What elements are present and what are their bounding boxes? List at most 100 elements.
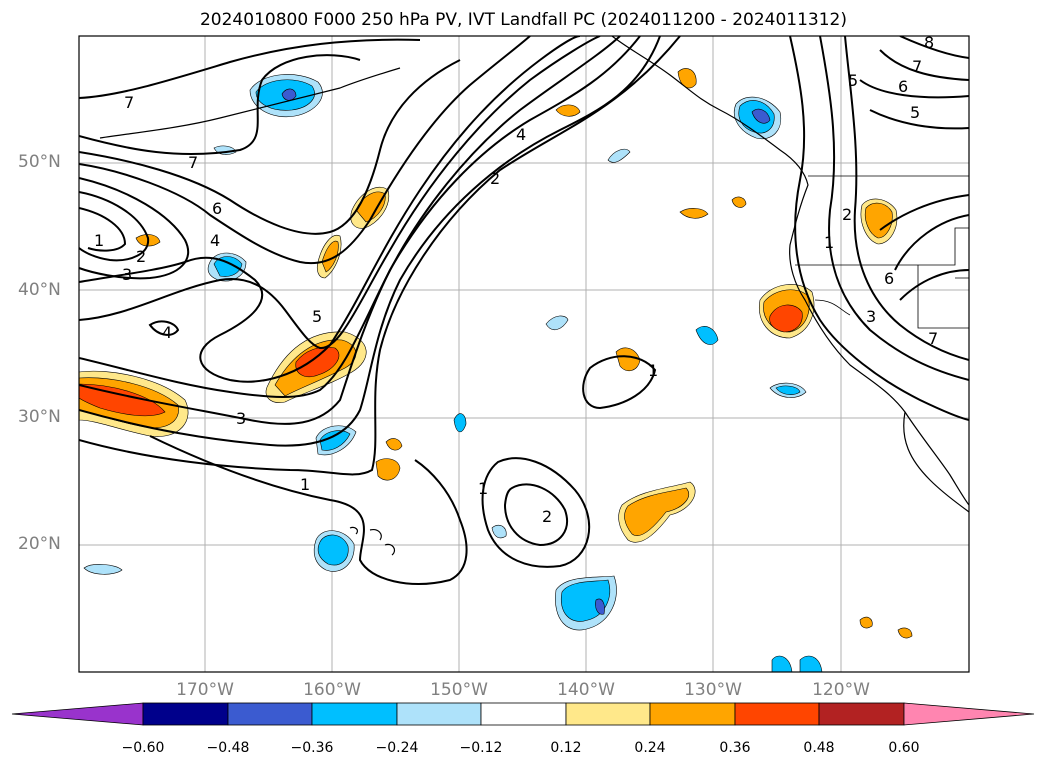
contour-line [79, 59, 461, 235]
contour-line [79, 36, 681, 476]
lat-label-40n: 40°N [18, 280, 61, 300]
contour-labels: 7 7 6 4 1 2 3 4 5 3 1 4 2 1 2 8 7 6 5 5 … [94, 33, 938, 526]
contour-label: 4 [210, 231, 220, 250]
anomaly-blob [375, 458, 401, 481]
baja-coast [903, 411, 969, 513]
anomaly-blob [295, 346, 340, 378]
contour-label: 7 [912, 57, 922, 76]
contour-line [879, 49, 969, 81]
contour-line [79, 191, 150, 262]
anomaly-blob [695, 326, 719, 345]
hawaii-islands [349, 526, 396, 556]
contour-line [879, 194, 969, 231]
colorbar-tick-label: 0.36 [719, 740, 751, 756]
contour-line [481, 457, 591, 568]
contour-label: 6 [884, 269, 894, 288]
contour-label: 1 [478, 479, 488, 498]
contour-line [79, 54, 361, 156]
plot-area [79, 36, 969, 672]
contour-label: 7 [188, 153, 198, 172]
plot-frame [78, 35, 970, 673]
contour-label: 8 [924, 33, 934, 52]
map-title: 2024010800 F000 250 hPa PV, IVT Landfall… [199, 10, 847, 30]
colorbar-extend-high [903, 702, 1035, 726]
lon-label-130w: 130°W [684, 680, 742, 700]
contour-line [789, 36, 969, 421]
colorbar-bin [142, 702, 229, 726]
state-border [795, 227, 969, 279]
lon-label-140w: 140°W [557, 680, 615, 700]
contour-line [149, 435, 468, 585]
colorbar-tick-label: 0.60 [888, 740, 920, 756]
anomaly-blob [624, 487, 690, 536]
lon-label-120w: 120°W [812, 680, 870, 700]
anomaly-blob [281, 88, 297, 101]
contour-line [859, 79, 969, 99]
contour-line [79, 36, 641, 425]
anomaly-blob [321, 240, 339, 273]
lat-label-30n: 30°N [18, 407, 61, 427]
contour-line [79, 207, 127, 252]
aleutian-islands [99, 67, 401, 139]
contour-line [148, 320, 180, 336]
north-america-coast [611, 36, 969, 506]
colorbar-bin [311, 702, 398, 726]
anomaly-blob [83, 564, 123, 575]
colorbar-tick-label: −0.24 [375, 740, 419, 756]
lon-label-150w: 150°W [430, 680, 488, 700]
positive-anomalies [79, 68, 913, 639]
colorbar-bin [818, 702, 905, 726]
anomaly-blob [679, 208, 709, 219]
anomaly-blob [491, 524, 507, 539]
anomaly-blob [775, 385, 801, 395]
contour-line [582, 355, 657, 410]
anomaly-blob [545, 315, 569, 331]
colorbar-bin [227, 702, 313, 726]
anomaly-blob [79, 383, 166, 417]
anomaly-blob [769, 304, 803, 333]
contour-label: 5 [910, 103, 920, 122]
contour-label: 4 [162, 323, 172, 342]
contour-label: 3 [236, 409, 246, 428]
colorbar-bin [565, 702, 651, 726]
contour-label: 6 [898, 77, 908, 96]
contour-label: 3 [122, 265, 132, 284]
colorbar-bin [480, 702, 567, 726]
anomaly-blob [213, 256, 243, 277]
contour-line [79, 38, 421, 99]
contour-line [819, 36, 969, 381]
anomaly-blob [799, 655, 823, 672]
colorbar-bin [396, 702, 482, 726]
contour-line [79, 36, 601, 350]
contour-label: 1 [94, 231, 104, 250]
contour-label: 5 [312, 307, 322, 326]
contour-line [899, 36, 969, 59]
coastline [99, 36, 969, 556]
contour-label: 1 [300, 475, 310, 494]
contour-line [79, 36, 531, 265]
lon-label-160w: 160°W [303, 680, 361, 700]
contour-line [79, 36, 581, 383]
colorbar-bin [649, 702, 736, 726]
contour-label: 7 [124, 93, 134, 112]
contour-label: 2 [542, 507, 552, 526]
lat-label-50n: 50°N [18, 152, 61, 172]
contour-label: 6 [212, 199, 222, 218]
contour-label: 1 [648, 361, 658, 380]
anomaly-blob [317, 534, 349, 566]
anomaly-blob [731, 196, 747, 208]
contour-lines [79, 36, 969, 585]
anomaly-blob [677, 68, 697, 89]
anomaly-blob [453, 413, 467, 433]
colorbar-extend-low [11, 702, 144, 726]
state-border [814, 299, 851, 316]
contour-label: 1 [824, 233, 834, 252]
borders [795, 175, 969, 329]
contour-line [844, 36, 969, 361]
colorbar-tick-label: 0.24 [634, 740, 666, 756]
colorbar-bin [734, 702, 820, 726]
contour-label: 2 [136, 247, 146, 266]
colorbar-tick-label: 0.48 [803, 740, 835, 756]
colorbar-tick-label: −0.48 [206, 740, 250, 756]
contour-line [899, 269, 969, 301]
